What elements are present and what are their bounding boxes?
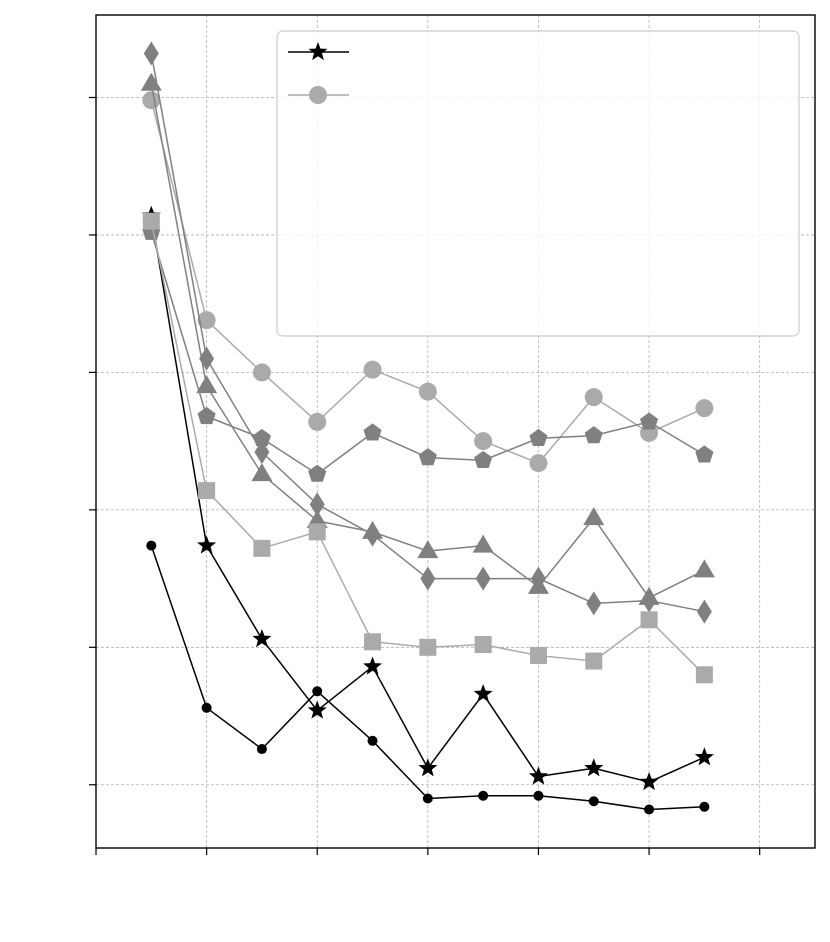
data-point-square: [364, 633, 382, 651]
series-small-circle: [146, 540, 710, 815]
data-point-diamond: [420, 566, 436, 591]
data-point-square: [474, 636, 492, 654]
data-point-square: [308, 523, 326, 541]
data-point-square: [253, 539, 271, 557]
data-point-pentagon: [640, 412, 659, 430]
data-point-square: [142, 212, 160, 230]
data-point-star: [473, 684, 493, 703]
legend-marker-star: [308, 42, 328, 61]
data-point-diamond: [143, 41, 159, 66]
data-point-small-circle: [533, 790, 544, 801]
legend: [276, 30, 800, 337]
data-point-star: [528, 766, 548, 785]
data-point-small-circle: [422, 793, 433, 804]
data-point-triangle: [583, 507, 605, 526]
data-point-square: [585, 652, 603, 670]
data-point-small-circle: [312, 686, 323, 697]
data-point-star: [307, 700, 327, 719]
data-point-small-circle: [478, 790, 489, 801]
data-point-diamond: [309, 492, 325, 517]
data-point-circle: [308, 412, 327, 431]
data-point-pentagon: [418, 448, 437, 466]
series-triangle: [140, 72, 715, 605]
data-point-star: [418, 758, 438, 777]
data-point-triangle: [417, 540, 439, 559]
data-point-triangle: [693, 559, 715, 578]
data-point-diamond: [696, 599, 712, 624]
data-point-triangle: [472, 534, 494, 553]
data-point-circle: [363, 360, 382, 379]
legend-entry-star: [288, 42, 349, 61]
data-point-circle: [474, 432, 493, 451]
data-point-small-circle: [588, 796, 599, 807]
data-point-pentagon: [252, 428, 271, 447]
data-point-square: [198, 482, 216, 500]
data-point-square: [419, 638, 437, 656]
data-point-circle: [418, 382, 437, 401]
data-point-triangle: [527, 575, 549, 594]
data-point-square: [529, 647, 547, 665]
data-point-small-circle: [367, 735, 378, 746]
data-point-small-circle: [699, 801, 710, 812]
data-point-circle: [584, 388, 603, 407]
data-point-pentagon: [584, 426, 603, 444]
legend-entry-circle: [288, 86, 349, 104]
series-pentagon: [142, 222, 714, 482]
data-point-pentagon: [363, 423, 382, 441]
data-point-diamond: [586, 591, 602, 616]
data-point-star: [197, 535, 217, 554]
data-point-square: [695, 666, 713, 684]
series-square: [142, 212, 713, 684]
data-point-diamond: [254, 440, 270, 465]
data-point-circle: [197, 311, 216, 330]
data-point-pentagon: [308, 464, 327, 482]
data-point-small-circle: [146, 540, 157, 551]
series-layer: [140, 41, 715, 815]
data-point-circle: [529, 454, 548, 473]
data-point-small-circle: [256, 744, 267, 755]
data-point-triangle: [638, 586, 660, 605]
data-point-star: [694, 747, 714, 766]
data-point-small-circle: [201, 702, 212, 713]
data-point-diamond: [475, 566, 491, 591]
series-star: [141, 205, 714, 791]
legend-box: [276, 30, 800, 337]
data-point-star: [584, 758, 604, 777]
data-point-circle: [695, 399, 714, 418]
data-point-pentagon: [197, 406, 216, 425]
data-point-star: [639, 772, 659, 791]
plot-frame: [95, 14, 816, 849]
data-point-triangle: [251, 463, 273, 482]
data-point-star: [363, 656, 383, 675]
series-circle: [142, 91, 714, 473]
data-point-pentagon: [474, 450, 493, 469]
data-point-triangle: [362, 520, 384, 539]
data-point-circle: [142, 91, 161, 110]
data-point-triangle: [196, 375, 218, 394]
data-point-star: [252, 629, 272, 648]
data-point-small-circle: [644, 804, 655, 815]
data-point-square: [640, 611, 658, 629]
legend-marker-circle: [309, 86, 327, 104]
data-point-triangle: [140, 72, 162, 91]
data-point-pentagon: [529, 428, 548, 447]
data-point-circle: [252, 363, 271, 382]
axis-ticks: [89, 96, 761, 855]
data-point-pentagon: [695, 445, 714, 463]
